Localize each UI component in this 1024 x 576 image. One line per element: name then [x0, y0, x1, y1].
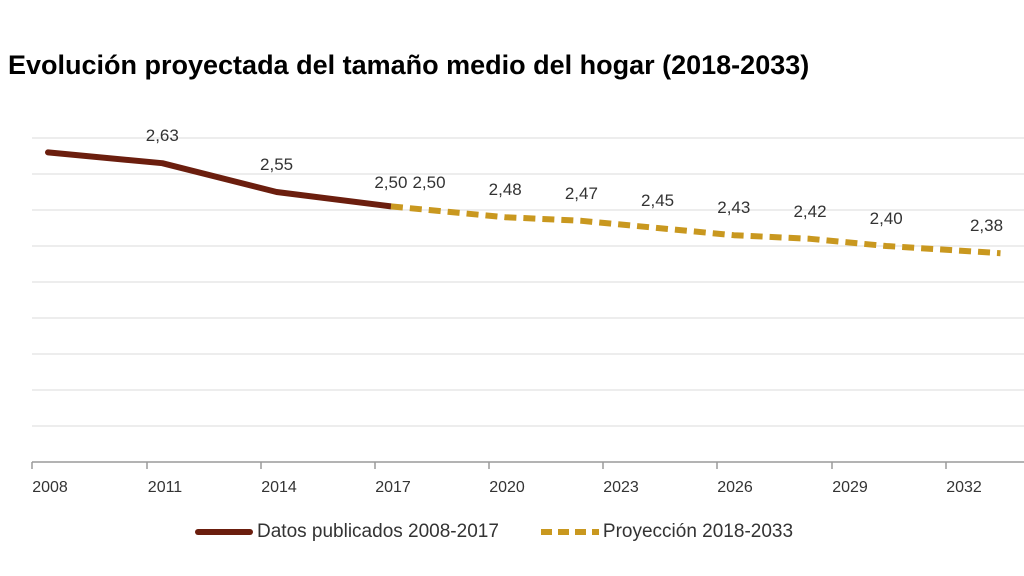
- data-label: 2,63: [146, 126, 179, 145]
- data-label: 2,50: [374, 173, 407, 192]
- data-label: 2,48: [489, 180, 522, 199]
- legend-item-projection: Proyección 2018-2033: [540, 521, 794, 543]
- x-tick-label: 2029: [832, 479, 868, 496]
- x-tick-label: 2014: [261, 479, 297, 496]
- data-label: 2,38: [970, 216, 1003, 235]
- x-tick-label: 2011: [148, 479, 183, 496]
- data-label: 2,42: [793, 202, 826, 221]
- series-line-projection: [390, 203, 1001, 257]
- x-tick-label: 2017: [375, 479, 411, 496]
- legend-swatch-published: [195, 529, 253, 535]
- data-label: 2,43: [717, 198, 750, 217]
- series-line-published: [45, 149, 394, 210]
- x-tick-label: 2008: [32, 479, 68, 496]
- chart-legend: Datos publicados 2008-2017 Proyección 20…: [195, 521, 793, 543]
- chart-title: Evolución proyectada del tamaño medio de…: [8, 50, 810, 80]
- x-tick-label: 2023: [603, 479, 639, 496]
- data-label: 2,45: [641, 191, 674, 210]
- data-label: 2,40: [870, 209, 903, 228]
- data-label: 2,55: [260, 155, 293, 174]
- x-tick-label: 2032: [946, 479, 982, 496]
- data-label: 2,47: [565, 184, 598, 203]
- legend-label-published: Datos publicados 2008-2017: [257, 521, 499, 542]
- legend-item-published: Datos publicados 2008-2017: [195, 521, 499, 543]
- x-tick-label: 2020: [489, 479, 525, 496]
- legend-swatch-projection: [540, 529, 599, 535]
- legend-label-projection: Proyección 2018-2033: [602, 521, 794, 542]
- x-tick-label: 2026: [717, 479, 753, 496]
- data-label: 2,50: [412, 173, 445, 192]
